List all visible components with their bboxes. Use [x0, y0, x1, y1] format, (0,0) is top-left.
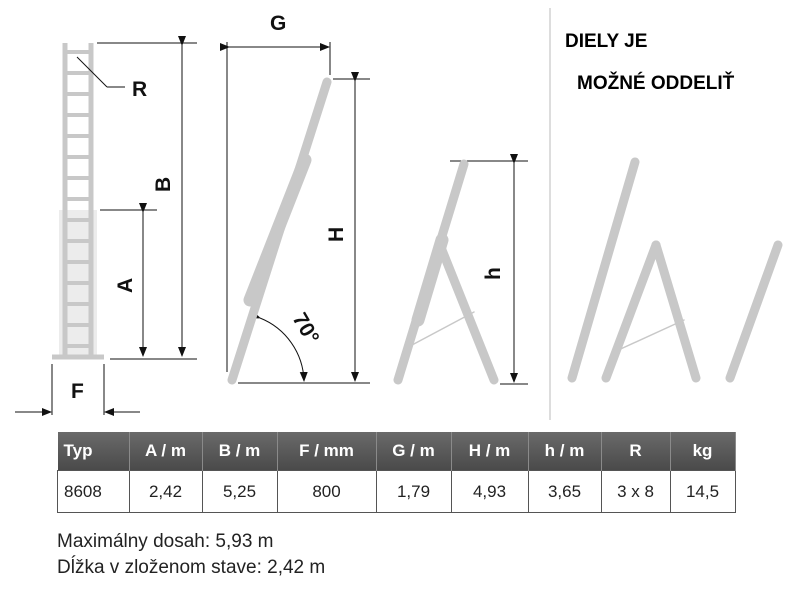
- dimension-lines: [15, 8, 551, 420]
- header-h: H / m: [451, 432, 529, 471]
- cell-typ: 8608: [57, 470, 130, 513]
- cell-kg: 14,5: [669, 470, 736, 513]
- header-r: R: [601, 432, 671, 471]
- leaning-ladder: [227, 77, 332, 385]
- label-g: G: [270, 12, 286, 35]
- dimension-labels: R B A F G H h 70°: [71, 12, 505, 403]
- label-b: B: [152, 177, 175, 192]
- header-f: F / mm: [277, 432, 377, 471]
- cell-a: 2,42: [128, 470, 203, 513]
- cell-r: 3 x 8: [600, 470, 671, 513]
- cell-f: 800: [276, 470, 377, 513]
- note-line-1: DIELY JE: [565, 31, 648, 52]
- note-line-2: MOŽNÉ ODDELIŤ: [577, 73, 735, 94]
- extended-ladder: [52, 43, 104, 360]
- label-r: R: [132, 78, 147, 101]
- label-f: F: [71, 380, 84, 403]
- ladder-diagram: R B A F G H h 70°: [15, 8, 783, 420]
- header-h-lower: h / m: [528, 432, 602, 471]
- label-a: A: [114, 278, 137, 293]
- header-b: B / m: [202, 432, 278, 471]
- header-kg: kg: [670, 432, 736, 471]
- header-a: A / m: [129, 432, 203, 471]
- a-frame-ladder: [393, 159, 499, 385]
- header-typ: Typ: [57, 432, 130, 471]
- separated-ladder-parts: [567, 157, 783, 383]
- max-reach-text: Maximálny dosah: 5,93 m: [57, 531, 274, 552]
- label-angle: 70°: [288, 309, 324, 348]
- spec-table: Typ A / m B / m F / mm G / m H / m h / m…: [57, 432, 736, 513]
- header-g: G / m: [376, 432, 452, 471]
- cell-h-lower: 3,65: [527, 470, 602, 513]
- table-row: 8608 2,42 5,25 800 1,79 4,93 3,65 3 x 8 …: [57, 470, 736, 513]
- label-h-lower: h: [482, 267, 505, 280]
- table-header-row: Typ A / m B / m F / mm G / m H / m h / m…: [57, 432, 736, 471]
- cell-g: 1,79: [375, 470, 452, 513]
- cell-h: 4,93: [450, 470, 529, 513]
- folded-length-text: Dĺžka v zloženom stave: 2,42 m: [57, 557, 326, 578]
- cell-b: 5,25: [201, 470, 278, 513]
- label-h-upper: H: [325, 227, 348, 242]
